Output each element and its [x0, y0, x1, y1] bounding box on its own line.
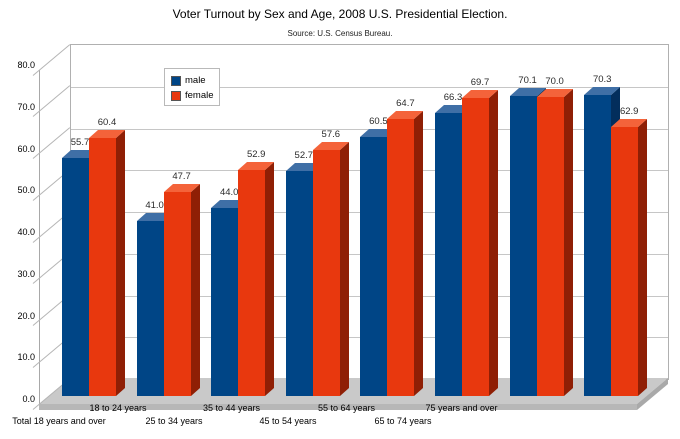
- legend-item: female: [171, 88, 219, 103]
- legend-label: female: [185, 90, 214, 101]
- category-label: 35 to 44 years: [202, 403, 261, 413]
- bar-male-5: [360, 137, 388, 396]
- legend-item: male: [171, 73, 219, 88]
- chart-subtitle: Source: U.S. Census Bureau.: [287, 29, 393, 38]
- y-tick-label: 60.0: [17, 143, 35, 154]
- chart-title: Voter Turnout by Sex and Age, 2008 U.S. …: [172, 7, 508, 21]
- legend-swatch-female: [171, 90, 181, 101]
- bar-female-4: [312, 149, 340, 396]
- bar-male-3: [211, 207, 239, 396]
- plot-floor: [39, 378, 668, 404]
- category-label: 75 years and over: [425, 403, 498, 413]
- legend-label: male: [185, 75, 206, 86]
- bar-value-label: 70.0: [545, 75, 564, 87]
- bar-value-label: 44.0: [219, 186, 239, 198]
- bar-male-1: [62, 157, 89, 396]
- bar-side-female: [265, 161, 275, 396]
- y-tick-label: 20.0: [17, 310, 35, 321]
- bar-female-5: [387, 119, 415, 396]
- y-tick-label: 50.0: [17, 185, 35, 196]
- bar-male-7: [509, 96, 537, 396]
- bar-female-6: [462, 98, 489, 396]
- bar-value-label: 60.4: [97, 116, 117, 128]
- bar-value-label: 57.6: [321, 128, 341, 140]
- bar-male-4: [285, 170, 313, 396]
- y-tick-label: 80.0: [17, 60, 35, 70]
- bar-female-8: [611, 127, 639, 396]
- bar-side-female: [489, 90, 498, 396]
- bar-value-label: 41.0: [145, 199, 164, 211]
- bar-female-3: [238, 169, 266, 396]
- bar-side-female: [116, 129, 125, 396]
- bar-value-label: 64.7: [396, 98, 415, 110]
- y-tick-label: 30.0: [17, 268, 35, 279]
- bar-side-female: [190, 184, 200, 396]
- gridline: [71, 128, 668, 130]
- bar-value-label: 66.3: [443, 91, 463, 103]
- bar-value-label: 52.7: [294, 149, 314, 161]
- bar-female-1: [89, 137, 116, 396]
- y-tick-label: 70.0: [17, 101, 35, 112]
- category-label: 18 to 24 years: [89, 403, 147, 413]
- category-label: 65 to 74 years: [374, 416, 432, 426]
- y-tick-label: 40.0: [17, 227, 35, 237]
- gridline: [71, 86, 668, 88]
- plot-floor-front: [39, 404, 637, 410]
- bar-value-label: 55.7: [70, 136, 90, 148]
- legend-swatch-male: [171, 75, 181, 86]
- bar-female-2: [163, 192, 191, 396]
- bar-side-female: [339, 141, 349, 396]
- bar-value-label: 47.7: [172, 171, 191, 183]
- bar-value-label: 52.9: [246, 148, 266, 160]
- bar-side-female: [638, 119, 648, 396]
- bar-male-2: [136, 220, 164, 396]
- bar-side-female: [414, 111, 424, 396]
- bar-value-label: 70.1: [518, 75, 537, 87]
- category-label: 25 to 34 years: [145, 416, 203, 426]
- y-tick-label: 10.0: [17, 352, 35, 363]
- bar-side-female: [563, 88, 573, 397]
- bar-value-label: 60.5: [369, 116, 388, 128]
- category-label: Total 18 years and over: [12, 416, 106, 426]
- legend: male female: [164, 68, 220, 106]
- category-label: 45 to 54 years: [259, 416, 317, 426]
- category-label: 55 to 64 years: [317, 403, 376, 413]
- bar-male-8: [584, 95, 612, 396]
- bar-value-label: 69.7: [470, 77, 490, 89]
- bar-female-7: [536, 96, 564, 396]
- bar-value-label: 70.3: [592, 74, 612, 86]
- y-tick-label: 0.0: [22, 394, 35, 404]
- bar-value-label: 62.9: [619, 106, 639, 118]
- bar-male-6: [435, 112, 462, 396]
